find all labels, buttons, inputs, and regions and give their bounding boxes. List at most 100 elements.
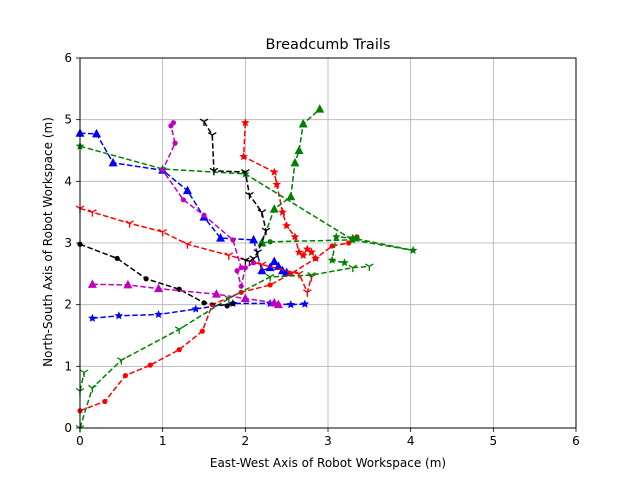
data-point: [92, 128, 102, 138]
data-point: [364, 263, 374, 271]
data-point: [216, 233, 226, 242]
data-point: [240, 257, 250, 265]
data-point: [199, 328, 205, 334]
series-3: [75, 205, 316, 297]
data-point: [168, 123, 174, 129]
data-point: [298, 250, 308, 259]
data-point: [257, 265, 267, 275]
series-layer: [75, 104, 418, 433]
data-point: [269, 204, 279, 213]
data-point: [265, 273, 275, 282]
data-point: [238, 265, 244, 271]
data-point: [240, 293, 250, 302]
data-point: [290, 232, 300, 241]
data-point: [174, 326, 184, 334]
x-tick-label: 6: [572, 434, 580, 448]
data-point: [278, 207, 287, 216]
y-tick-label: 2: [64, 298, 72, 312]
data-point: [307, 272, 316, 280]
data-point: [87, 279, 97, 288]
data-point: [269, 256, 279, 265]
series-line: [161, 122, 254, 287]
data-point: [116, 357, 126, 365]
data-point: [88, 384, 97, 393]
data-point: [257, 261, 267, 270]
data-point: [154, 310, 163, 319]
series-12: [160, 120, 257, 289]
data-point: [241, 118, 250, 127]
series-line: [79, 372, 85, 392]
data-point: [183, 241, 192, 249]
x-tick-label: 4: [407, 434, 415, 448]
data-point: [230, 300, 236, 307]
data-point: [273, 299, 283, 309]
data-point: [158, 228, 168, 237]
data-point: [209, 167, 219, 176]
data-point: [350, 237, 356, 243]
data-point: [125, 220, 134, 228]
y-axis-label: North-South Axis of Robot Workspace (m): [41, 117, 55, 367]
data-point: [251, 260, 257, 266]
data-point: [249, 234, 259, 244]
data-point: [123, 279, 133, 289]
data-point: [154, 283, 164, 293]
y-tick-label: 5: [64, 113, 72, 127]
data-point: [327, 255, 337, 264]
data-point: [108, 157, 118, 167]
data-point: [88, 209, 97, 217]
data-point: [234, 268, 240, 274]
y-tick-label: 3: [64, 236, 72, 250]
y-tick-label: 1: [64, 359, 72, 373]
data-point: [348, 264, 358, 273]
chart-title: Breadcumb Trails: [266, 37, 391, 53]
series-10: [77, 241, 236, 309]
series-8: [259, 235, 360, 246]
data-point: [114, 311, 124, 320]
data-point: [300, 299, 310, 308]
series-13: [87, 279, 283, 309]
y-tick-label: 6: [64, 51, 72, 65]
series-line: [79, 236, 358, 412]
data-point: [282, 221, 291, 230]
tick-layer: 0 1 2 3 4 5 6 0 1 2 3 4 5 6: [64, 51, 579, 448]
x-tick-label: 5: [490, 434, 498, 448]
data-point: [102, 398, 108, 405]
x-tick-label: 2: [242, 434, 250, 448]
series-line: [79, 265, 370, 429]
data-point: [201, 212, 207, 218]
data-point: [261, 227, 271, 236]
data-point: [160, 167, 166, 173]
data-point: [147, 362, 153, 368]
data-point: [79, 369, 89, 377]
data-point: [265, 262, 275, 272]
data-point: [240, 169, 250, 177]
data-point: [176, 347, 182, 353]
data-point: [180, 197, 186, 203]
data-point: [230, 237, 236, 243]
data-point: [272, 179, 282, 189]
data-point: [143, 276, 149, 282]
data-point: [267, 282, 273, 288]
data-point: [224, 252, 234, 260]
data-point: [340, 258, 349, 267]
data-point: [288, 271, 294, 277]
data-point: [286, 300, 296, 309]
data-point: [172, 140, 178, 146]
data-point: [238, 283, 244, 289]
series-11: [199, 118, 271, 266]
data-point: [207, 132, 217, 140]
data-point: [307, 247, 316, 256]
data-point: [354, 235, 360, 241]
y-tick-label: 0: [64, 421, 72, 435]
data-point: [88, 313, 97, 322]
data-point: [114, 255, 120, 262]
data-point: [257, 209, 267, 217]
data-point: [408, 245, 418, 255]
data-point: [201, 300, 207, 306]
data-point: [311, 253, 320, 263]
data-point: [331, 232, 341, 241]
data-point: [286, 191, 296, 201]
data-point: [242, 265, 248, 271]
